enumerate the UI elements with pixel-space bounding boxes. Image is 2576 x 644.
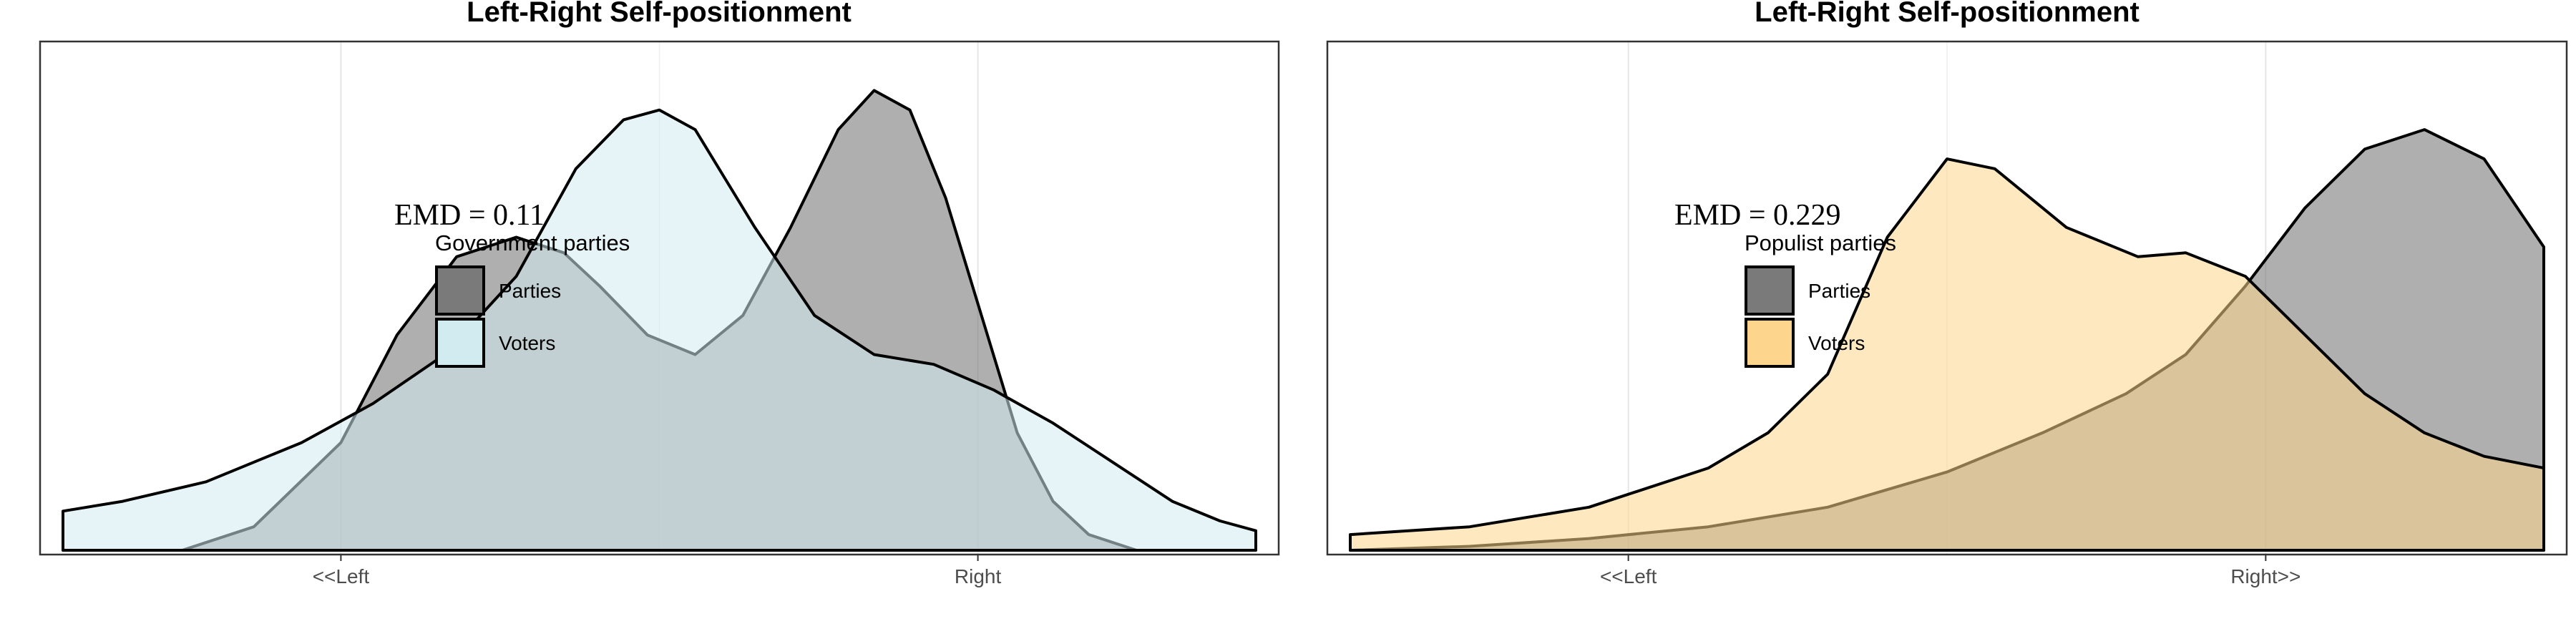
legend-key-voters: [1745, 318, 1795, 368]
legend-label-parties: Parties: [1808, 280, 1870, 302]
legend-key-parties: [435, 265, 485, 316]
panel-border: [39, 40, 1280, 556]
panel-border: [1326, 40, 2568, 556]
legend-title: Populist parties: [1745, 230, 1896, 255]
x-tick-label: <<Left: [313, 565, 370, 587]
x-tick-label: Right>>: [2230, 565, 2301, 587]
legend-key-voters: [435, 318, 485, 368]
legend-label-voters: Voters: [1808, 332, 1865, 354]
panel-government: Left-Right Self-positionment <<Left Right E…: [39, 0, 1280, 587]
legend-title: Government parties: [435, 230, 630, 255]
legend-label-voters: Voters: [499, 332, 555, 354]
x-tick-label: Right: [955, 565, 1002, 587]
x-tick-label: <<Left: [1600, 565, 1657, 587]
chart-title: Left-Right Self-positionment: [467, 0, 852, 28]
density-voters: [1349, 157, 2545, 552]
panel-populist: Left-Right Self-positionment <<Left Right>…: [1326, 0, 2568, 587]
chart-title: Left-Right Self-positionment: [1755, 0, 2140, 28]
legend: Government parties Parties Voters: [435, 230, 630, 368]
emd-annotation: EMD = 0.229: [1674, 199, 1841, 232]
legend: Populist parties Parties Voters: [1745, 230, 1896, 368]
density-voters: [62, 108, 1257, 552]
legend-key-parties: [1745, 265, 1795, 316]
legend-label-parties: Parties: [499, 280, 561, 302]
emd-annotation: EMD = 0.11: [394, 199, 545, 232]
